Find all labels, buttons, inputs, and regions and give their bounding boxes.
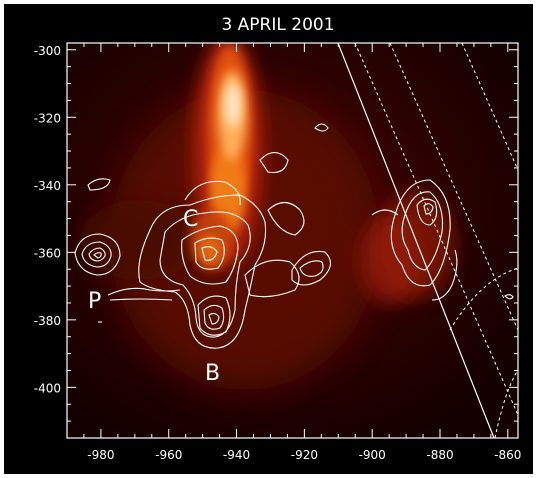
x-tick-label: -900	[359, 448, 386, 462]
intensity-map	[67, 43, 518, 438]
plot-frame	[66, 42, 519, 439]
solar-limb-line	[337, 43, 495, 438]
y-tick-label: -340	[34, 179, 61, 193]
radio-contours	[74, 123, 514, 349]
source-label-p: P	[88, 289, 101, 314]
y-tick-label: -360	[34, 246, 61, 260]
y-axis-tick-labels: -300 -320 -340 -360 -380 -400	[34, 44, 61, 396]
grid-line-3	[461, 43, 518, 171]
x-tick-label: -980	[87, 448, 114, 462]
grid-line-2	[389, 43, 518, 331]
x-axis-tick-labels: -980 -960 -940 -920 -900 -880 -860	[87, 448, 521, 462]
grid-arc-2	[494, 369, 518, 438]
grid-line-1	[354, 43, 518, 416]
figure-title: 3 APRIL 2001	[221, 15, 334, 35]
source-label-c: C	[183, 207, 198, 232]
y-tick-label: -300	[34, 44, 61, 58]
source-label-b: B	[205, 361, 220, 386]
y-tick-label: -380	[34, 314, 61, 328]
x-tick-label: -860	[494, 448, 521, 462]
y-tick-label: -320	[34, 111, 61, 125]
x-tick-label: -960	[155, 448, 182, 462]
grid-arc-1	[449, 267, 518, 331]
limb-and-grid-lines	[337, 43, 518, 438]
x-tick-label: -920	[291, 448, 318, 462]
y-tick-label: -400	[34, 381, 61, 395]
axis-ticks	[67, 43, 518, 438]
x-tick-label: -940	[223, 448, 250, 462]
x-tick-label: -880	[426, 448, 453, 462]
